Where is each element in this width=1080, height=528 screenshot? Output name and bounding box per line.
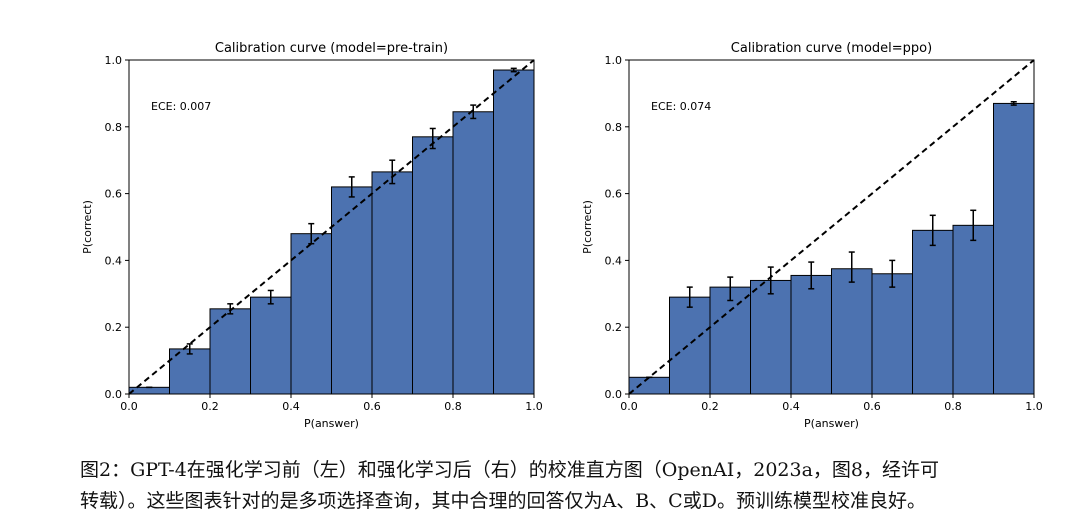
y-tick-label: 0.6 [605, 188, 623, 201]
chart-title: Calibration curve (model=ppo) [731, 41, 932, 56]
bar [912, 229, 954, 395]
bar [209, 308, 251, 395]
bar [290, 233, 332, 395]
x-tick-label: 0.0 [620, 400, 638, 413]
bar [993, 102, 1035, 395]
chart-1: 0.0 0.2 0.4 0.6 0.8 1.0 0.0 0.2 0.4 0.6 0.8 1.0 Cali… [81, 41, 543, 430]
bar [790, 274, 832, 395]
y-tick-label: 0.2 [105, 321, 123, 334]
y-tick-label: 0.8 [105, 121, 123, 134]
x-tick-label: 0.8 [444, 400, 462, 413]
x-tick-label: 1.0 [525, 400, 543, 413]
y-tick-label: 0.8 [605, 121, 623, 134]
x-tick-label: 0.2 [201, 400, 219, 413]
y-axis-label: P(correct) [581, 200, 594, 254]
x-axis-label: P(answer) [304, 417, 359, 430]
bar [250, 296, 292, 395]
y-tick-label: 1.0 [105, 54, 123, 67]
bar [750, 279, 792, 395]
figure-caption: 图2：GPT-4在强化学习前（左）和强化学习后（右）的校准直方图（OpenAI，… [80, 455, 1060, 517]
x-tick-label: 0.4 [782, 400, 800, 413]
bar [952, 224, 994, 395]
bar [331, 186, 373, 395]
bar [371, 171, 413, 395]
x-tick-label: 0.6 [863, 400, 881, 413]
bar [452, 111, 494, 395]
x-tick-label: 1.0 [1025, 400, 1043, 413]
plot-frame [628, 59, 1035, 395]
x-axis-label: P(answer) [804, 417, 859, 430]
x-tick-label: 0.4 [282, 400, 300, 413]
bar [871, 273, 913, 395]
y-tick-label: 0.0 [105, 388, 123, 401]
x-tick-label: 0.2 [701, 400, 719, 413]
x-tick-label: 0.0 [120, 400, 138, 413]
bar [831, 268, 873, 395]
calibration-charts: 0.0 0.2 0.4 0.6 0.8 1.0 0.0 0.2 0.4 0.6 0.8 1.0 Cali… [81, 41, 1043, 430]
caption-line-2: 转载）。这些图表针对的是多项选择查询，其中合理的回答仅为A、B、C或D。预训练模… [80, 490, 926, 512]
y-tick-label: 0.2 [605, 321, 623, 334]
ece-annotation: ECE: 0.074 [651, 100, 711, 113]
bar [169, 348, 211, 395]
y-tick-label: 0.0 [605, 388, 623, 401]
y-axis-label: P(correct) [81, 200, 94, 254]
bar [709, 286, 751, 395]
bar [628, 376, 670, 395]
bar [669, 296, 711, 395]
bar [493, 69, 535, 395]
plot-frame [128, 59, 535, 395]
y-tick-label: 0.6 [105, 188, 123, 201]
y-tick-label: 0.4 [105, 254, 123, 267]
bar [412, 136, 454, 395]
perfect-calibration-line [128, 59, 535, 395]
ece-annotation: ECE: 0.007 [151, 100, 211, 113]
perfect-calibration-line [628, 59, 1035, 395]
caption-line-1: 图2：GPT-4在强化学习前（左）和强化学习后（右）的校准直方图（OpenAI，… [80, 459, 940, 481]
x-tick-label: 0.6 [363, 400, 381, 413]
bar [128, 386, 170, 395]
chart-title: Calibration curve (model=pre-train) [215, 41, 448, 56]
chart-2: 0.0 0.2 0.4 0.6 0.8 1.0 0.0 0.2 0.4 0.6 0.8 1.0 Cali… [581, 41, 1043, 430]
y-tick-label: 1.0 [605, 54, 623, 67]
y-tick-label: 0.4 [605, 254, 623, 267]
x-tick-label: 0.8 [944, 400, 962, 413]
